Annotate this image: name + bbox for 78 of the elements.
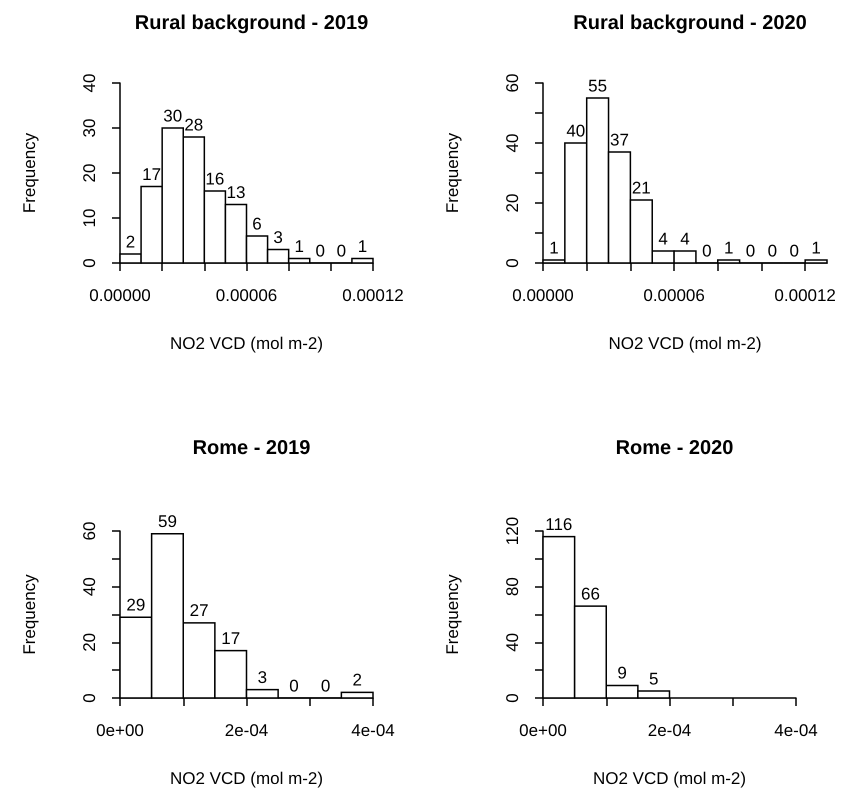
data-label: 0 bbox=[702, 241, 712, 260]
data-label: 3 bbox=[258, 668, 268, 687]
data-label: 4 bbox=[680, 229, 690, 248]
chart-title: Rome - 2020 bbox=[616, 437, 734, 459]
x-tick-label: 0.00006 bbox=[216, 286, 278, 305]
x-tick-label: 0.00000 bbox=[512, 286, 574, 305]
y-tick-label: 40 bbox=[503, 134, 522, 152]
data-label: 0 bbox=[768, 241, 778, 260]
y-axis-title: Frequency bbox=[443, 574, 462, 655]
data-label: 37 bbox=[610, 130, 629, 150]
x-tick-label: 2e-04 bbox=[648, 721, 692, 740]
data-label: 0 bbox=[746, 241, 756, 260]
y-axis-title: Frequency bbox=[20, 574, 39, 655]
data-label: 0 bbox=[316, 241, 326, 260]
x-tick-label: 0e+00 bbox=[519, 721, 567, 740]
x-axis-title: NO2 VCD (mol m-2) bbox=[170, 334, 324, 353]
data-label: 28 bbox=[184, 115, 204, 134]
y-tick-label: 60 bbox=[80, 522, 99, 540]
y-axis-title: Frequency bbox=[443, 132, 462, 214]
chart-title: Rural background - 2019 bbox=[134, 12, 368, 34]
data-label: 3 bbox=[273, 228, 283, 247]
data-label: 1 bbox=[724, 238, 734, 258]
y-tick-label: 30 bbox=[80, 118, 99, 138]
x-tick-label: 0.00012 bbox=[774, 286, 836, 305]
data-label: 55 bbox=[588, 76, 608, 96]
data-label: 4 bbox=[658, 229, 668, 248]
y-tick-label: 120 bbox=[503, 516, 522, 546]
y-tick-label: 40 bbox=[80, 577, 99, 596]
y-tick-label: 0 bbox=[80, 693, 99, 703]
x-tick-label: 4e-04 bbox=[774, 721, 818, 740]
data-label: 1 bbox=[358, 236, 368, 256]
x-tick-label: 0e+00 bbox=[96, 721, 144, 740]
y-tick-label: 20 bbox=[80, 164, 99, 182]
y-tick-label: 0 bbox=[503, 258, 522, 268]
data-label: 21 bbox=[632, 178, 651, 198]
data-label: 1 bbox=[549, 238, 559, 258]
y-tick-label: 0 bbox=[80, 258, 99, 268]
y-tick-label: 10 bbox=[80, 208, 99, 228]
x-axis-title: NO2 VCD (mol m-2) bbox=[592, 769, 746, 788]
data-label: 0 bbox=[336, 241, 346, 260]
data-label: 9 bbox=[617, 664, 627, 683]
data-label: 0 bbox=[320, 676, 330, 696]
data-label: 2 bbox=[352, 670, 362, 690]
y-tick-label: 60 bbox=[503, 74, 522, 92]
x-axis-title: NO2 VCD (mol m-2) bbox=[170, 769, 324, 788]
data-label: 1 bbox=[294, 236, 304, 256]
x-axis-title: NO2 VCD (mol m-2) bbox=[608, 334, 762, 353]
data-label: 17 bbox=[142, 164, 162, 184]
y-tick-label: 20 bbox=[80, 632, 99, 652]
data-label: 29 bbox=[126, 596, 146, 615]
y-tick-label: 0 bbox=[503, 693, 522, 703]
data-label: 1 bbox=[811, 238, 821, 258]
data-label: 17 bbox=[221, 628, 240, 648]
data-label: 0 bbox=[289, 676, 299, 696]
y-tick-label: 40 bbox=[80, 74, 99, 92]
x-tick-label: 4e-04 bbox=[351, 721, 395, 740]
data-label: 66 bbox=[580, 584, 600, 604]
x-tick-label: 0.00006 bbox=[643, 286, 705, 305]
data-label: 27 bbox=[190, 601, 209, 620]
data-label: 2 bbox=[126, 232, 136, 252]
x-tick-label: 2e-04 bbox=[224, 721, 268, 740]
y-axis-title: Frequency bbox=[20, 132, 39, 214]
data-label: 5 bbox=[648, 669, 658, 688]
data-label: 59 bbox=[158, 512, 177, 532]
chart-title: Rural background - 2020 bbox=[573, 12, 807, 34]
data-label: 30 bbox=[163, 106, 182, 126]
data-label: 6 bbox=[252, 214, 262, 234]
data-label: 0 bbox=[789, 241, 799, 260]
y-tick-label: 40 bbox=[503, 632, 522, 652]
x-tick-label: 0.00012 bbox=[342, 286, 404, 305]
data-label: 13 bbox=[226, 182, 246, 202]
x-tick-label: 0.00000 bbox=[89, 286, 151, 305]
data-label: 116 bbox=[545, 514, 572, 534]
y-tick-label: 20 bbox=[503, 194, 522, 212]
data-label: 40 bbox=[566, 121, 586, 140]
y-tick-label: 80 bbox=[503, 577, 522, 596]
data-label: 16 bbox=[205, 169, 224, 188]
chart-title: Rome - 2019 bbox=[192, 437, 310, 459]
